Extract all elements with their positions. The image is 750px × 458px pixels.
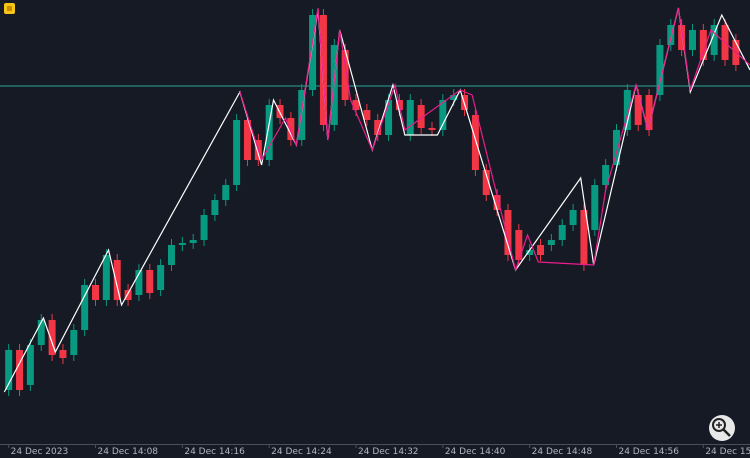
candle-body — [569, 210, 577, 225]
candle-body — [667, 25, 675, 45]
candle-body — [319, 15, 327, 125]
candle-body — [699, 30, 707, 60]
candle-body — [135, 270, 143, 295]
candle-body — [265, 105, 273, 160]
candle-body — [59, 350, 67, 358]
x-tick-label: 24 Dec 2023 — [11, 447, 69, 457]
candle-body — [406, 100, 414, 135]
candle-body — [678, 25, 686, 50]
candle-body — [276, 105, 284, 118]
candle-body — [417, 105, 425, 128]
zigzag-line — [239, 7, 750, 273]
candle-body — [287, 118, 295, 140]
candle-body — [547, 240, 555, 245]
x-tick-label: 24 Dec 14:48 — [532, 447, 593, 457]
candle-body — [16, 350, 24, 390]
candle-body — [482, 170, 490, 195]
candle-body — [363, 110, 371, 120]
candle-body — [580, 210, 588, 265]
x-tick-label: 24 Dec 14:56 — [618, 447, 679, 457]
candle-body — [471, 115, 479, 170]
candle-body — [493, 195, 501, 210]
candle-body — [710, 25, 718, 55]
candle-body — [602, 165, 610, 185]
x-tick-label: 24 Dec 14:16 — [184, 447, 245, 457]
candle-body — [233, 120, 241, 185]
candle-body — [515, 230, 523, 260]
candle-body — [92, 285, 100, 300]
x-tick-label: 24 Dec 15:04 — [705, 447, 750, 457]
candle-body — [157, 265, 165, 290]
candle-body — [537, 245, 545, 255]
x-tick-label: 24 Dec 14:40 — [445, 447, 506, 457]
candle-body — [81, 285, 89, 330]
x-tick-label: 24 Dec 14:08 — [98, 447, 159, 457]
candle-body — [102, 255, 110, 300]
candle-body — [309, 15, 317, 90]
candle-body — [623, 90, 631, 130]
candle-body — [558, 225, 566, 240]
candle-body — [526, 250, 534, 255]
candle-body — [5, 350, 13, 390]
candle-body — [178, 243, 186, 245]
app-icon — [4, 3, 15, 14]
candle-body — [146, 270, 154, 293]
candle-body — [48, 320, 56, 355]
candle-body — [113, 260, 121, 300]
candle-body — [222, 185, 230, 200]
candle-body — [352, 100, 360, 110]
candle-body — [37, 320, 45, 345]
candle-body — [688, 30, 696, 50]
candle-body — [26, 345, 34, 385]
candle-body — [428, 128, 436, 130]
candle-body — [450, 95, 458, 100]
candle-body — [124, 290, 132, 300]
candle-body — [70, 330, 78, 355]
candle-body — [656, 45, 664, 95]
candle-body — [439, 100, 447, 130]
zoom-button[interactable] — [709, 415, 735, 441]
candle-body — [200, 215, 208, 240]
candle-body — [591, 185, 599, 230]
candle-body — [211, 200, 219, 215]
x-tick-label: 24 Dec 14:32 — [358, 447, 419, 457]
candle-body — [341, 50, 349, 100]
candle-body — [634, 95, 642, 125]
candle-body — [374, 120, 382, 135]
x-tick-label: 24 Dec 14:24 — [271, 447, 332, 457]
candle-body — [612, 130, 620, 165]
candle-body — [189, 240, 197, 243]
candle-body — [385, 100, 393, 135]
candle-body — [167, 245, 175, 265]
candle-body — [504, 210, 512, 255]
candle-body — [645, 95, 653, 130]
candle-body — [243, 120, 251, 160]
